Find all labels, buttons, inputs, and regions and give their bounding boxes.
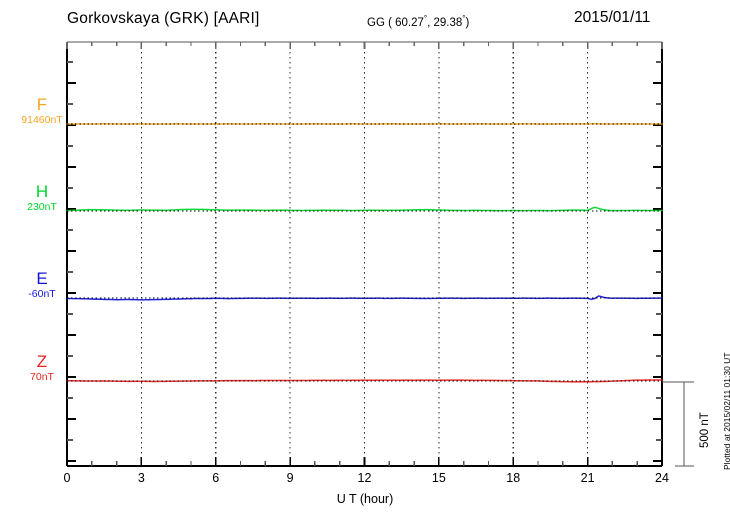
component-letter-f: F [36,95,48,114]
x-tick-label: 3 [137,471,145,485]
component-value-f: 91460nT [21,113,63,126]
component-letter-z: Z [36,352,48,371]
trace-H [66,206,663,212]
x-tick-label: 9 [286,471,294,485]
coords-prefix: GG ( 60.27 [367,16,424,29]
x-tick-label: 21 [580,471,595,485]
trace-layer [66,122,663,383]
component-label-h: H 230nT [27,183,57,213]
x-tick-label: 12 [357,471,372,485]
component-label-e: E -60nT [28,270,55,300]
coords-mid: , 29.38 [427,16,463,29]
component-value-h: 230nT [27,200,57,213]
component-letter-h: H [35,182,49,201]
plotted-at-label: Plotted at 2015/02/11 01:30 UT [722,352,730,470]
axis-layer [66,41,663,467]
component-value-e: -60nT [28,287,56,300]
component-label-f: F 91460nT [21,96,62,126]
degree-symbol-2: ° [462,14,466,23]
degree-symbol-1: ° [423,14,428,23]
observation-date: 2015/01/11 [574,9,651,26]
page-title: Gorkovskaya (GRK) [AARI] [67,10,260,27]
x-tick-label: 15 [431,471,446,485]
scalebar-label: 500 nT [699,412,711,448]
component-label-z: Z 70nT [30,353,54,383]
trace-E [66,295,663,301]
component-value-z: 70nT [30,370,54,383]
grid-layer [140,42,589,466]
x-tick-label: 18 [506,471,521,485]
scalebar-layer [662,381,694,467]
geographic-coordinates: GG ( 60.27°, 29.38°) [367,14,469,29]
component-letter-e: E [36,269,48,288]
x-tick-label: 6 [212,471,220,485]
x-tick-label: 0 [63,471,71,485]
coords-suffix: ) [465,16,470,29]
x-tick-label: 24 [655,471,669,485]
x-axis-label: U T (hour) [336,492,394,506]
